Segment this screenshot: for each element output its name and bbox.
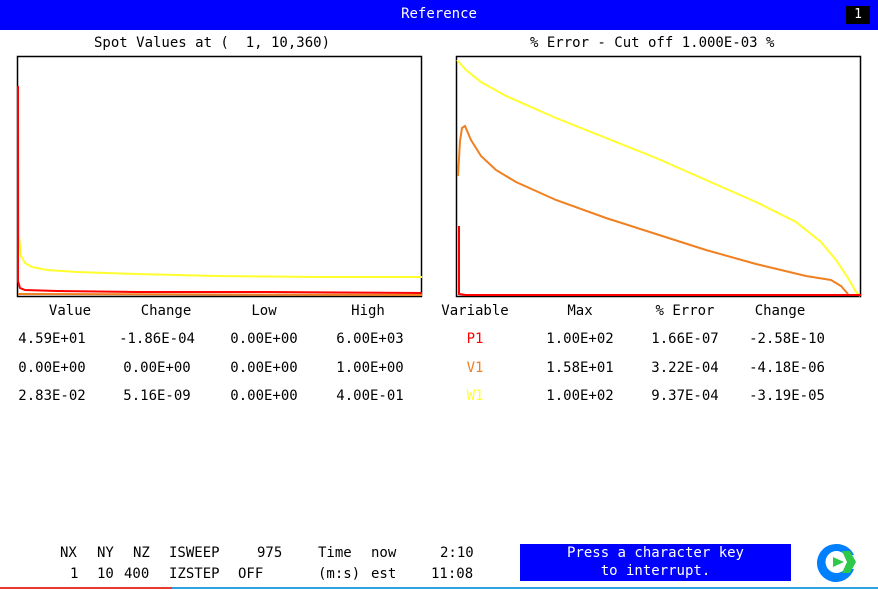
row1-high: 6.00E+03 (336, 331, 404, 347)
row2-low: 0.00E+00 (230, 360, 298, 376)
status-est-value: 11:08 (431, 566, 474, 582)
interrupt-message[interactable]: Press a character key to interrupt. (520, 544, 791, 581)
w1-error-curve (456, 59, 861, 297)
p1-error-curve (458, 226, 861, 296)
header-change2: Change (754, 303, 806, 319)
row2-change2: -4.18E-06 (749, 360, 825, 376)
row3-change2: -3.19E-05 (749, 388, 825, 404)
v1-spot-curve (17, 293, 423, 296)
error-plot (455, 55, 862, 298)
status-nx-value: 1 (70, 566, 79, 582)
row1-value: 4.59E+01 (18, 331, 86, 347)
status-est-label: est (371, 566, 397, 582)
status-now-label: now (371, 545, 397, 561)
left-plot-title: Spot Values at ( 1, 10,360) (94, 35, 331, 51)
row1-low: 0.00E+00 (230, 331, 298, 347)
w1-spot-curve (17, 115, 422, 278)
status-nz-value: 400 (124, 566, 150, 582)
row3-high: 4.00E-01 (336, 388, 404, 404)
interrupt-message-line1: Press a character key (566, 545, 744, 561)
bottom-accent-red (0, 587, 172, 589)
row2-error: 3.22E-04 (651, 360, 719, 376)
right-plot-title: % Error - Cut off 1.000E-03 % (530, 35, 775, 51)
status-ny-label: NY (97, 545, 114, 561)
row3-max: 1.00E+02 (546, 388, 614, 404)
window-number-badge[interactable]: 1 (846, 6, 870, 24)
row3-value: 2.83E-02 (18, 388, 86, 404)
row1-max: 1.00E+02 (546, 331, 614, 347)
status-izstep-label: IZSTEP (169, 566, 220, 582)
row2-value: 0.00E+00 (18, 360, 86, 376)
header-value: Value (48, 303, 92, 319)
status-time-label: Time (318, 545, 352, 561)
header-high: High (351, 303, 385, 319)
v1-error-curve (457, 124, 849, 295)
header-error: % Error (655, 303, 715, 319)
row1-change: -1.86E-04 (119, 331, 195, 347)
spot-values-plot (16, 55, 423, 298)
status-now-value: 2:10 (440, 545, 474, 561)
row1-error: 1.66E-07 (651, 331, 719, 347)
status-isweep-label: ISWEEP (169, 545, 220, 561)
interrupt-message-line2: to interrupt. (600, 563, 711, 579)
row3-error: 9.37E-04 (651, 388, 719, 404)
row3-low: 0.00E+00 (230, 388, 298, 404)
variable-w1[interactable]: W1 (466, 388, 484, 404)
variable-p1[interactable]: P1 (466, 331, 484, 347)
status-ny-value: 10 (97, 566, 114, 582)
phoenics-logo-icon[interactable] (812, 541, 860, 583)
row2-max: 1.58E+01 (546, 360, 614, 376)
title-bar: Reference 1 (0, 0, 878, 30)
header-low: Low (251, 303, 277, 319)
status-nx-label: NX (60, 545, 77, 561)
header-change: Change (140, 303, 192, 319)
row3-change: 5.16E-09 (123, 388, 191, 404)
header-variable: Variable (441, 303, 509, 319)
header-max: Max (567, 303, 593, 319)
status-izstep-value: OFF (238, 566, 264, 582)
status-isweep-value: 975 (257, 545, 283, 561)
status-ms-label: (m:s) (318, 566, 361, 582)
p1-spot-curve (17, 86, 423, 294)
status-nz-label: NZ (133, 545, 150, 561)
row1-change2: -2.58E-10 (749, 331, 825, 347)
row2-high: 1.00E+00 (336, 360, 404, 376)
bottom-accent-blue (172, 587, 878, 589)
window-title: Reference (401, 6, 477, 22)
row2-change: 0.00E+00 (123, 360, 191, 376)
variable-v1[interactable]: V1 (466, 360, 484, 376)
